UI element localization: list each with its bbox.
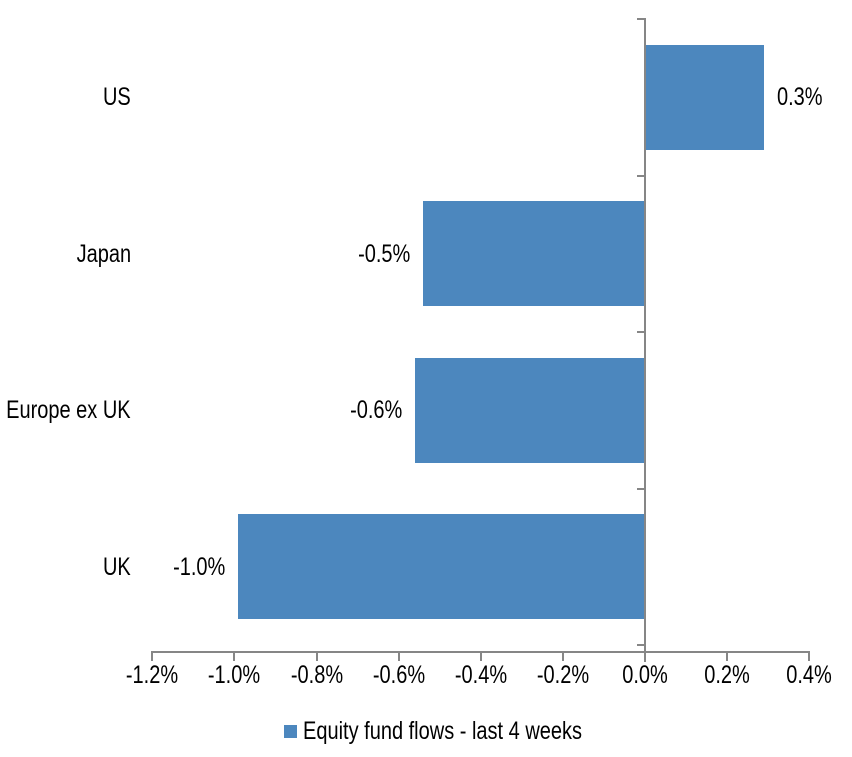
x-tick-label: 0.0% bbox=[622, 661, 668, 689]
bar-value-label: -0.5% bbox=[358, 239, 411, 268]
x-axis-tick bbox=[397, 651, 400, 661]
category-label: UK bbox=[103, 552, 131, 581]
zero-axis-line bbox=[644, 19, 646, 662]
bar bbox=[238, 514, 645, 620]
x-axis-tick bbox=[808, 651, 811, 661]
x-tick-label: 0.4% bbox=[786, 661, 833, 689]
category-label: Europe ex UK bbox=[6, 396, 131, 425]
category-label: Japan bbox=[76, 239, 132, 268]
x-tick-label: -1.2% bbox=[126, 661, 179, 689]
bar bbox=[423, 201, 645, 307]
bar-value-label: -0.6% bbox=[349, 396, 403, 425]
x-tick-label: -0.4% bbox=[454, 661, 507, 689]
category-axis-tick bbox=[637, 18, 646, 20]
legend-square-icon bbox=[284, 724, 297, 738]
x-axis-tick bbox=[233, 651, 236, 661]
bar-value-label: 0.3% bbox=[777, 83, 823, 112]
x-tick-label: -0.8% bbox=[290, 661, 343, 689]
bar bbox=[415, 357, 645, 463]
x-axis-tick bbox=[726, 651, 729, 661]
bar-value-label: -1.0% bbox=[173, 552, 226, 581]
x-axis-tick bbox=[561, 651, 564, 661]
x-axis-tick bbox=[644, 651, 646, 661]
category-label: US bbox=[103, 83, 131, 112]
category-axis-tick bbox=[637, 644, 646, 646]
legend-label: Equity fund flows - last 4 weeks bbox=[303, 717, 583, 745]
bar bbox=[645, 44, 765, 150]
x-tick-label: -0.2% bbox=[536, 661, 589, 689]
category-axis-tick bbox=[637, 487, 646, 490]
x-axis-tick bbox=[151, 651, 154, 661]
x-tick-label: -1.0% bbox=[208, 661, 261, 689]
x-axis-tick bbox=[315, 651, 318, 661]
x-tick-label: 0.2% bbox=[704, 661, 750, 689]
category-axis-tick bbox=[637, 331, 646, 333]
legend: Equity fund flows - last 4 weeks bbox=[284, 716, 652, 746]
category-axis-tick bbox=[637, 174, 646, 177]
x-tick-label: -0.6% bbox=[372, 661, 425, 689]
x-axis-tick bbox=[479, 651, 482, 661]
